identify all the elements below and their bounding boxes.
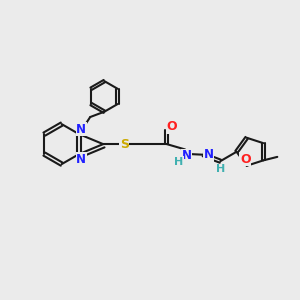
Text: H: H [175, 157, 184, 167]
Text: N: N [204, 148, 214, 161]
Text: O: O [167, 120, 177, 133]
Text: N: N [182, 149, 191, 162]
Text: O: O [240, 153, 250, 166]
Text: N: N [76, 153, 86, 166]
Text: S: S [120, 138, 129, 151]
Text: N: N [76, 123, 86, 136]
Text: H: H [216, 164, 226, 174]
